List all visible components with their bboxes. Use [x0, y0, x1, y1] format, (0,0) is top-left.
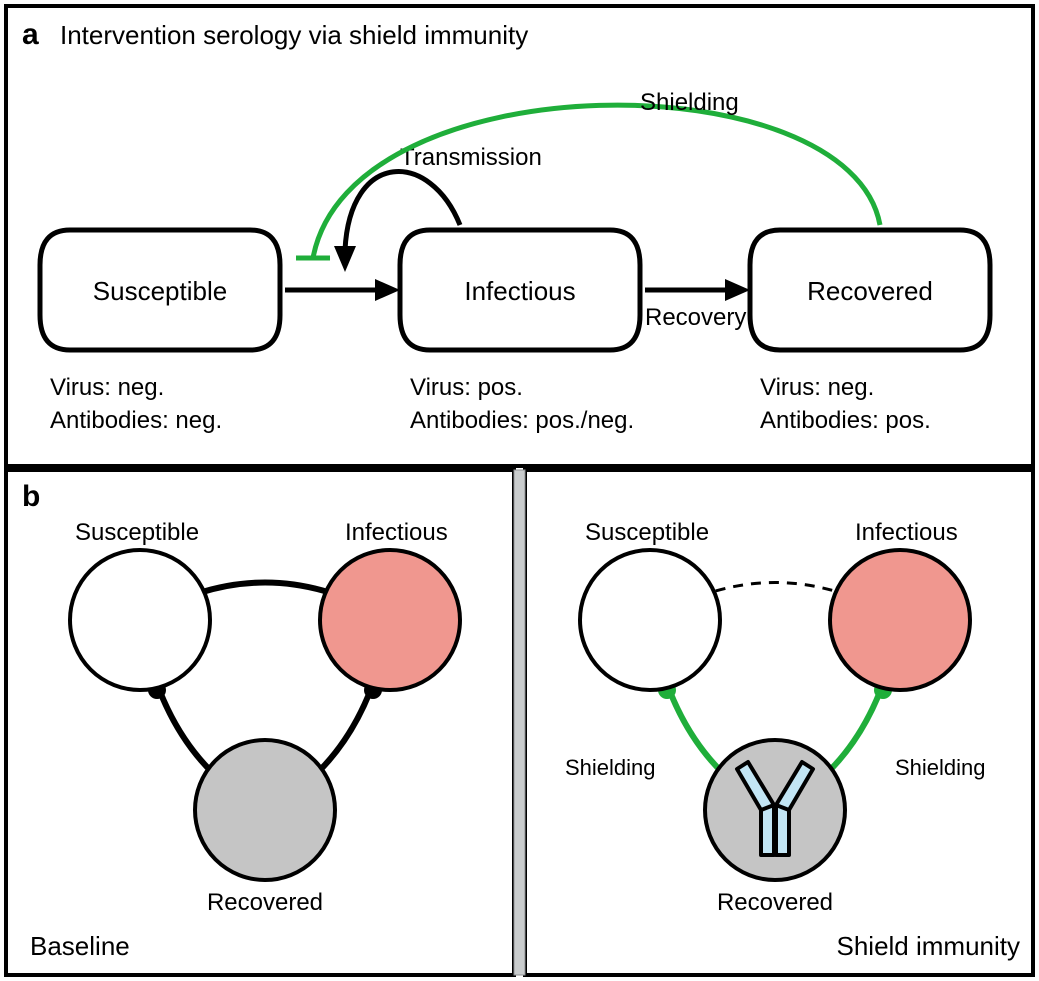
infectious-antibodies: Antibodies: pos./neg.: [410, 407, 634, 434]
recovered-virus: Virus: neg.: [760, 374, 874, 401]
box-infectious: Infectious: [400, 230, 640, 350]
panel-a: a Intervention serology via shield immun…: [6, 6, 1033, 466]
node-susceptible-shield: [580, 550, 720, 690]
shielding-label: Shielding: [640, 89, 739, 116]
label-recovered-baseline: Recovered: [207, 889, 323, 916]
panel-a-tag: a: [22, 18, 39, 51]
label-susceptible: Susceptible: [93, 276, 227, 306]
recovery-label: Recovery: [645, 304, 746, 331]
label-infectious: Infectious: [464, 276, 575, 306]
infectious-virus: Virus: pos.: [410, 374, 523, 401]
node-infectious-baseline: [320, 550, 460, 690]
label-infectious-shield: Infectious: [855, 519, 958, 546]
panel-b: b Susceptible Infect: [6, 470, 1033, 975]
transmission-label: Transmission: [400, 144, 542, 171]
susceptible-virus: Virus: neg.: [50, 374, 164, 401]
panel-b-divider: [514, 470, 525, 975]
panel-b-tag: b: [22, 480, 40, 513]
box-susceptible: Susceptible: [40, 230, 280, 350]
label-infectious-baseline: Infectious: [345, 519, 448, 546]
node-infectious-shield: [830, 550, 970, 690]
caption-baseline: Baseline: [30, 931, 130, 961]
label-recovered-shield: Recovered: [717, 889, 833, 916]
label-recovered: Recovered: [807, 276, 933, 306]
figure-root: a Intervention serology via shield immun…: [0, 0, 1039, 981]
caption-shield: Shield immunity: [836, 931, 1020, 961]
susceptible-antibodies: Antibodies: neg.: [50, 407, 222, 434]
recovered-antibodies: Antibodies: pos.: [760, 407, 931, 434]
label-susceptible-shield: Susceptible: [585, 519, 709, 546]
node-recovered-baseline: [195, 740, 335, 880]
shielding-edge-label-right: Shielding: [895, 755, 986, 780]
node-susceptible-baseline: [70, 550, 210, 690]
label-susceptible-baseline: Susceptible: [75, 519, 199, 546]
box-recovered: Recovered: [750, 230, 990, 350]
shielding-edge-label-left: Shielding: [565, 755, 656, 780]
panel-a-title: Intervention serology via shield immunit…: [60, 20, 528, 50]
